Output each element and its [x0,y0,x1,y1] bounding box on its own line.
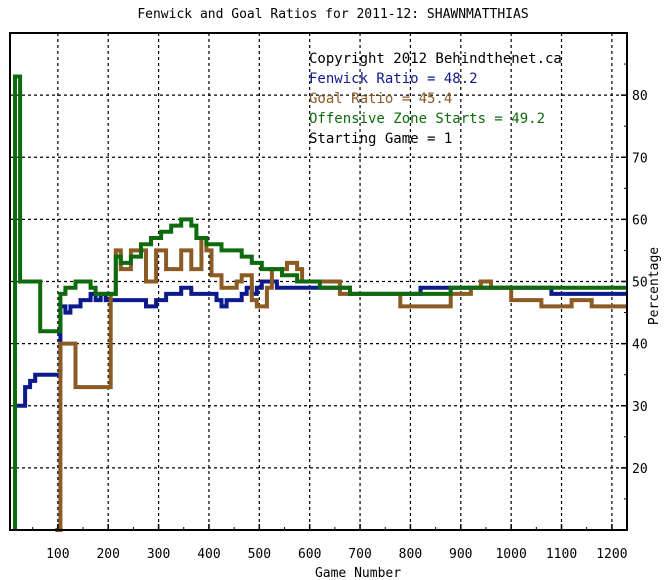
y-tick-label: 80 [632,89,648,104]
legend-annotations: Copyright 2012 Behindthenet.ca Fenwick Ra… [309,51,562,147]
y-tick-label: 20 [632,462,648,477]
x-tick-label: 400 [197,547,220,562]
series-line-goal-ratio [55,236,627,532]
x-tick-label: 1200 [596,547,627,562]
series-line-fenwick-ratio [15,279,627,408]
tick-layer: 100 200 300 400 500 600 700 800 900 1000 1100 1200 2… [32,63,648,562]
x-tick-label: 700 [348,547,371,562]
y-tick-label: 40 [632,338,648,353]
series-layer [13,74,627,532]
y-tick-label: 60 [632,213,648,228]
x-axis-label: Game Number [315,566,401,580]
x-tick-label: 1100 [546,547,577,562]
legend-annotation-line: Copyright 2012 Behindthenet.ca [309,51,562,67]
x-tick-label: 300 [147,547,170,562]
x-tick-label: 1000 [495,547,526,562]
legend-annotation-line: Starting Game = 1 [309,131,452,147]
x-tick-label: 800 [399,547,422,562]
y-axis-label: Percentage [647,247,662,325]
x-tick-label: 900 [449,547,472,562]
x-tick-label: 600 [298,547,321,562]
y-tick-label: 50 [632,276,648,291]
series-line-offensive-zone-starts [13,74,627,530]
x-tick-label: 100 [46,547,69,562]
legend-annotation-line: Offensive Zone Starts = 49.2 [309,111,545,127]
x-tick-label: 500 [248,547,271,562]
grid-layer [10,33,627,530]
x-tick-label: 200 [96,547,119,562]
chart-title: Fenwick and Goal Ratios for 2011-12: SHA… [137,7,528,22]
y-tick-label: 30 [632,400,648,415]
legend-annotation-line: Goal Ratio = 45.4 [309,91,452,107]
y-tick-label: 70 [632,151,648,166]
legend-annotation-line: Fenwick Ratio = 48.2 [309,71,478,87]
